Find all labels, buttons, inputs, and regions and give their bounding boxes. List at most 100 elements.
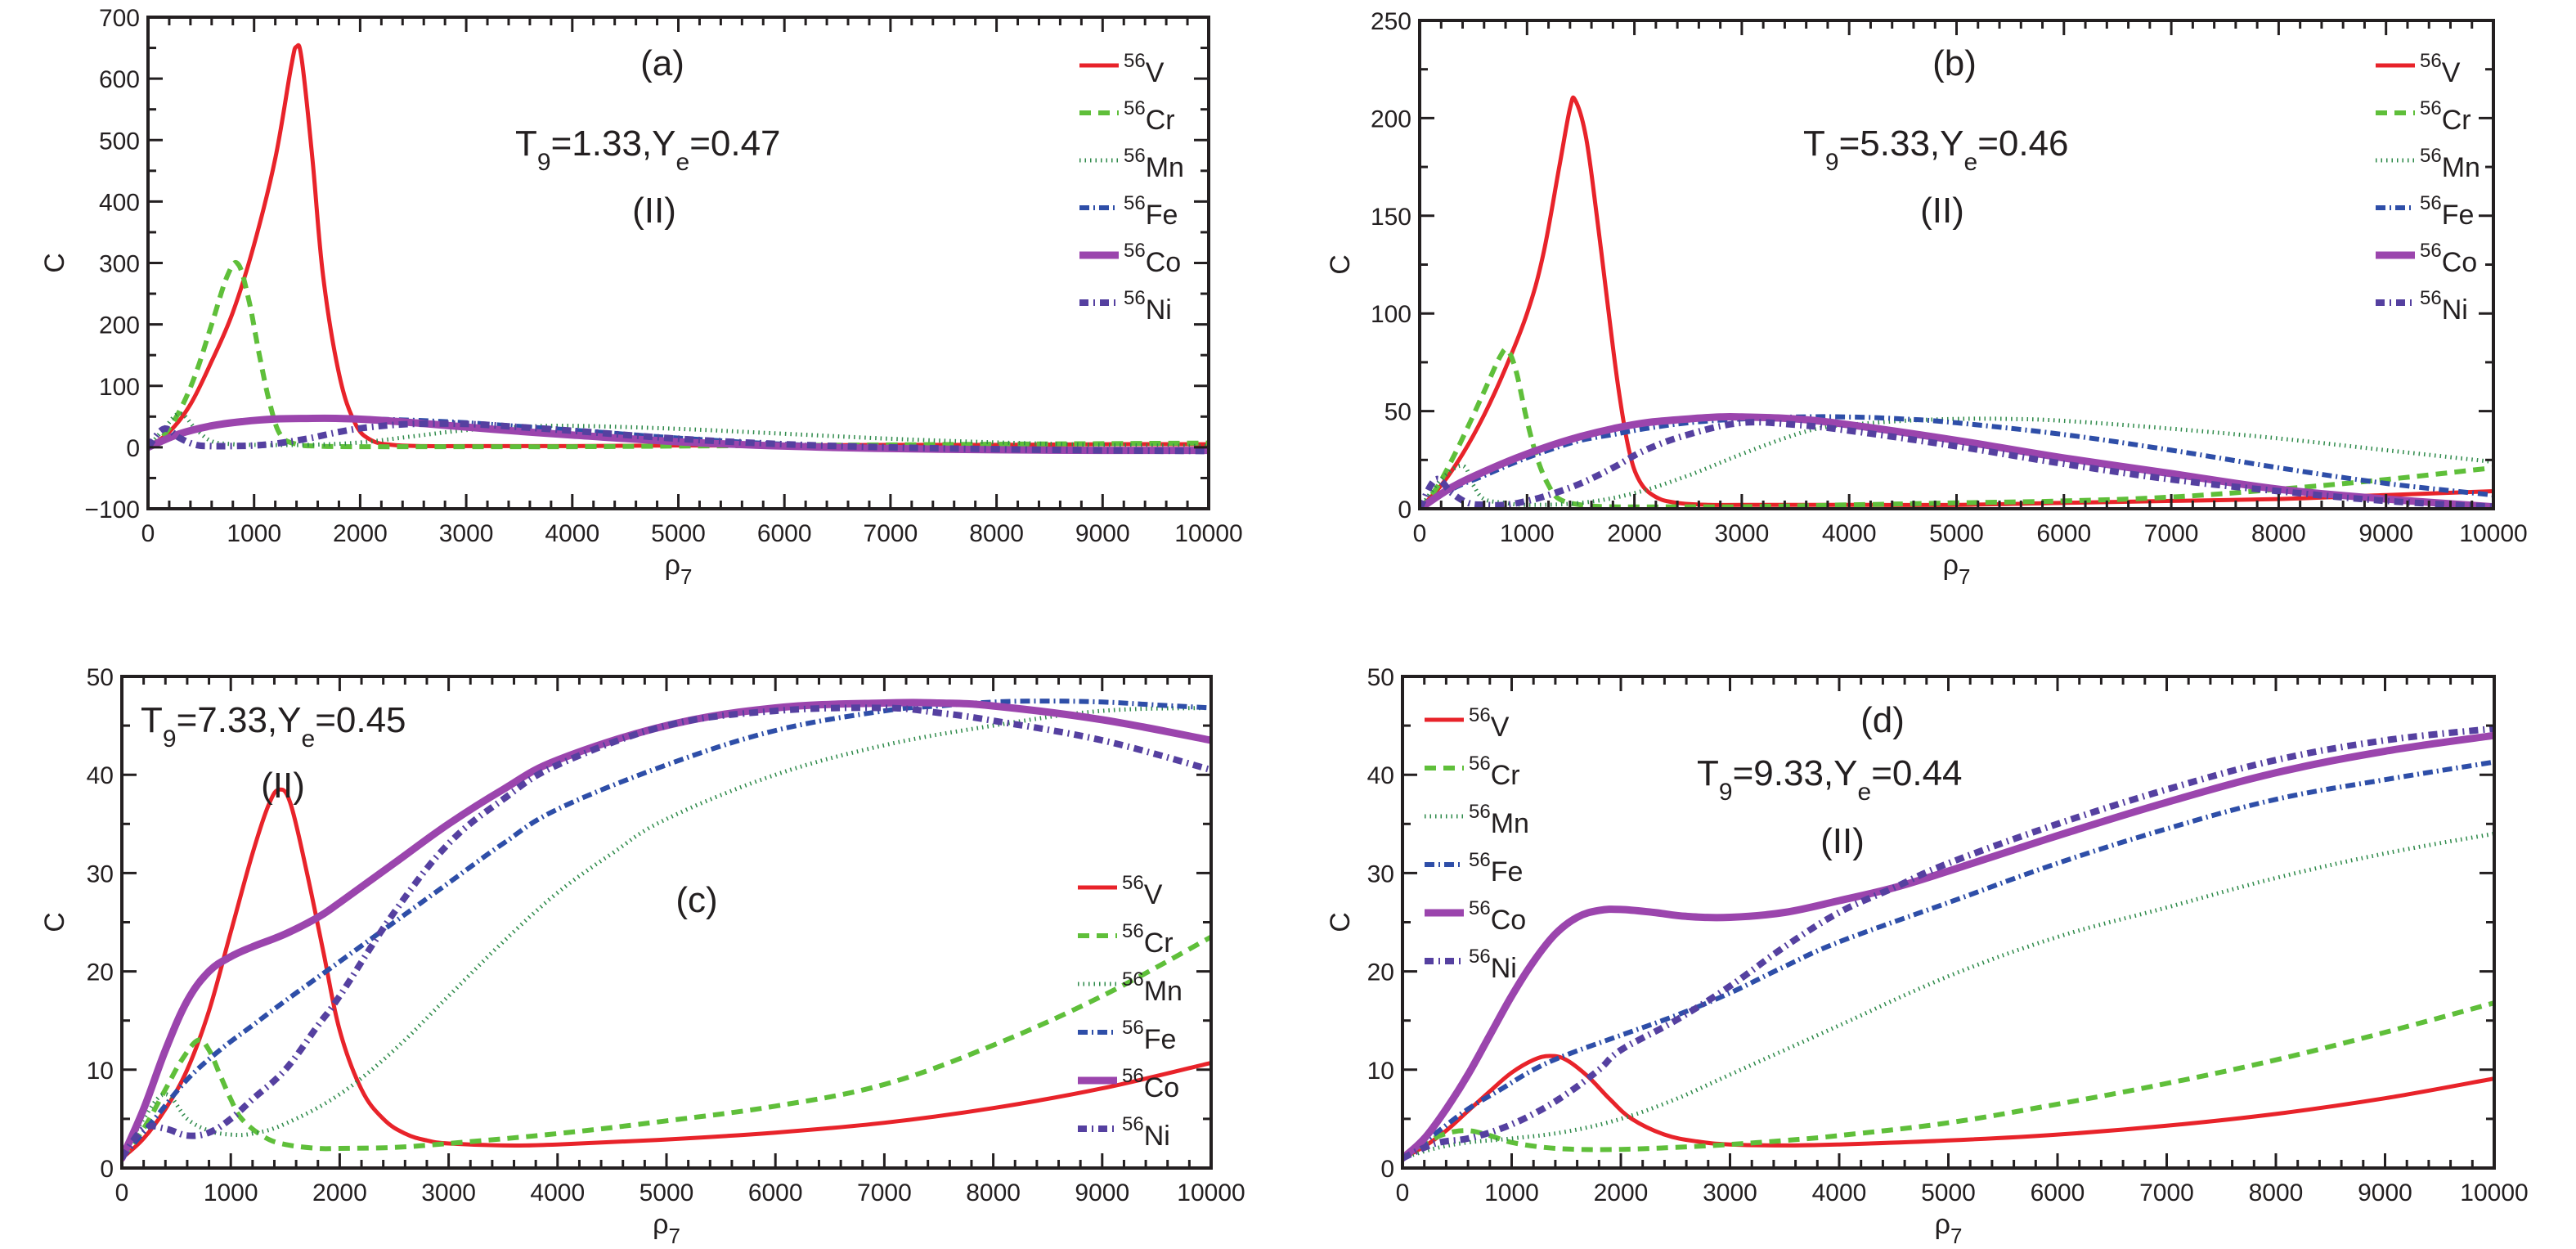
y-tick-label: 250 xyxy=(1371,8,1411,35)
legend-mass-number: 56 xyxy=(1469,946,1491,968)
annotation-t-sub: 9 xyxy=(163,726,177,753)
y-tick-label: 0 xyxy=(126,435,140,462)
x-tick-label: 8000 xyxy=(2251,520,2306,547)
series-line-ni xyxy=(1420,419,2493,509)
series-line-ni xyxy=(122,704,1211,1161)
legend-mass-number: 56 xyxy=(1469,753,1491,775)
case-label: (II) xyxy=(632,191,676,231)
series-line-co xyxy=(1420,412,2493,509)
annotation-t-val: =1.33, xyxy=(551,124,653,164)
x-axis-label-main: ρ xyxy=(653,1209,668,1240)
series-line-ni xyxy=(148,420,1209,455)
annotation-t-sub: 9 xyxy=(537,149,551,176)
legend-element: Fe xyxy=(1146,200,1178,231)
annotation-y-val: =0.45 xyxy=(315,700,406,740)
x-tick-label: 6000 xyxy=(2031,1179,2085,1206)
x-tick-label: 1000 xyxy=(204,1179,258,1206)
annotation-y-sub: e xyxy=(302,726,316,753)
y-tick-label: 150 xyxy=(1371,204,1411,231)
legend-mass-number: 56 xyxy=(1122,872,1144,894)
x-tick-label: 10000 xyxy=(2460,1179,2528,1206)
annotation-y: Y xyxy=(1940,124,1963,164)
x-tick-label: 5000 xyxy=(651,520,706,547)
legend-mass-number: 56 xyxy=(1122,1113,1144,1135)
annotation-y-val: =0.46 xyxy=(1977,124,2068,164)
legend-label: 56Cr xyxy=(1124,97,1175,136)
legend-label: 56Fe xyxy=(1469,849,1523,887)
legend-mass-number: 56 xyxy=(1122,968,1144,991)
x-tick-label: 7000 xyxy=(2139,1179,2194,1206)
y-tick-label: 200 xyxy=(99,312,140,339)
panel-letter: (b) xyxy=(1932,43,1977,83)
legend-label: 56Mn xyxy=(1122,968,1183,1007)
legend-element: Co xyxy=(1491,905,1526,936)
legend-element: Cr xyxy=(1491,760,1520,791)
y-tick-label: 700 xyxy=(99,5,140,32)
annotation-t-sub: 9 xyxy=(1825,149,1839,176)
series-line-co xyxy=(122,699,1211,1162)
panel-c: 0 1000 2000 3000 4000 5000 6000 7000 8000 9000 100… xyxy=(39,664,1245,1248)
x-tick-label: 9000 xyxy=(1075,520,1130,547)
series-line-v xyxy=(148,43,1209,450)
axes-frame xyxy=(120,675,1213,1170)
annotation-t-val: =5.33, xyxy=(1839,124,1941,164)
legend-mass-number: 56 xyxy=(2420,145,2442,167)
x-tick-label: 7000 xyxy=(2144,520,2199,547)
x-axis-label-main: ρ xyxy=(1943,550,1959,581)
series-line-mn xyxy=(1402,831,2494,1161)
panel-letter: (c) xyxy=(675,880,717,920)
legend-mass-number: 56 xyxy=(1124,50,1146,72)
legend-element: Ni xyxy=(1144,1121,1170,1152)
plot-area xyxy=(1402,725,2494,1162)
legend-mass-number: 56 xyxy=(1122,1065,1144,1087)
annotation-y-sub: e xyxy=(676,149,690,176)
legend-mass-number: 56 xyxy=(1122,920,1144,942)
y-tick-label: 0 xyxy=(1380,1156,1394,1183)
x-tick-label: 3000 xyxy=(1715,520,1770,547)
legend-element: V xyxy=(1146,57,1165,88)
x-tick-label: 10000 xyxy=(1177,1179,1245,1206)
panel-letter: (a) xyxy=(640,43,684,83)
legend-label: 56V xyxy=(2420,50,2461,88)
y-tick-label: 40 xyxy=(1367,762,1394,789)
x-axis-label: ρ7 xyxy=(1943,550,1971,589)
y-axis-label: C xyxy=(1325,912,1356,932)
annotation-y: Y xyxy=(277,700,301,740)
condition-annotation: T9=5.33,Ye=0.46 xyxy=(1803,124,2069,176)
series-line-cr xyxy=(1402,1000,2494,1161)
legend-label: 56Cr xyxy=(2420,97,2471,136)
panel-a: 0 1000 2000 3000 4000 5000 6000 7000 8000 9000 100… xyxy=(39,5,1243,589)
x-tick-label: 7000 xyxy=(864,520,918,547)
plot-area xyxy=(122,699,1211,1162)
legend-label: 56Cr xyxy=(1469,753,1520,791)
annotation-t: T xyxy=(515,124,537,164)
legend-element: V xyxy=(2442,57,2461,88)
annotation-t-val: =9.33, xyxy=(1733,753,1834,793)
x-tick-label: 7000 xyxy=(857,1179,912,1206)
legend-label: 56V xyxy=(1124,50,1165,88)
y-tick-label: 600 xyxy=(99,66,140,93)
x-tick-label: 8000 xyxy=(969,520,1024,547)
legend-label: 56Co xyxy=(1124,240,1181,278)
y-tick-label: 20 xyxy=(1367,959,1394,986)
y-tick-label: 10 xyxy=(87,1058,114,1085)
x-tick-label: 1000 xyxy=(1484,1179,1539,1206)
legend-element: Cr xyxy=(2442,105,2471,136)
legend-label: 56Fe xyxy=(1124,192,1178,231)
x-tick-label: 5000 xyxy=(1929,520,1984,547)
annotation-y: Y xyxy=(1833,753,1857,793)
legend-label: 56Fe xyxy=(1122,1017,1176,1055)
y-tick-label: −100 xyxy=(84,496,140,523)
legend-mass-number: 56 xyxy=(2420,287,2442,309)
annotation-t-val: =7.33, xyxy=(177,700,278,740)
series-line-v xyxy=(1402,1054,2494,1161)
panel-d: 0 1000 2000 3000 4000 5000 6000 7000 8000 9000 100… xyxy=(1325,664,2529,1248)
y-axis-label: C xyxy=(39,912,70,932)
x-tick-label: 6000 xyxy=(2036,520,2091,547)
x-tick-label: 1000 xyxy=(1500,520,1555,547)
y-axis-label: C xyxy=(39,253,70,273)
condition-annotation: T9=9.33,Ye=0.44 xyxy=(1697,753,1963,806)
legend-element: Mn xyxy=(1144,976,1183,1007)
legend-mass-number: 56 xyxy=(2420,240,2442,262)
